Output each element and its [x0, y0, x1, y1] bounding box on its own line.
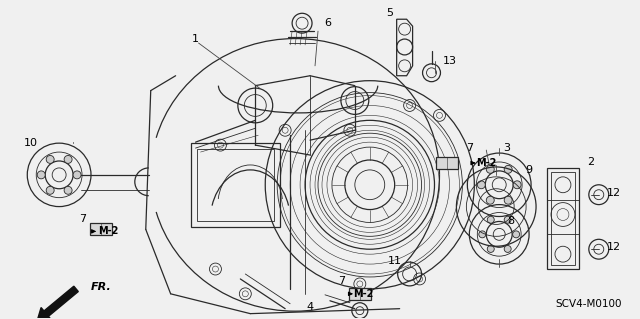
Bar	[196, 149, 274, 221]
Circle shape	[504, 245, 511, 252]
Circle shape	[504, 165, 512, 173]
Bar	[436, 157, 458, 169]
Circle shape	[477, 181, 485, 189]
Text: 13: 13	[442, 56, 456, 66]
Circle shape	[487, 216, 494, 223]
Text: FR.: FR.	[91, 282, 111, 292]
Text: 8: 8	[508, 217, 515, 226]
FancyArrow shape	[37, 286, 78, 319]
Circle shape	[513, 231, 520, 238]
Text: 9: 9	[525, 165, 532, 175]
Text: 6: 6	[324, 18, 332, 28]
Text: M-2: M-2	[353, 289, 373, 299]
Text: M-2: M-2	[98, 226, 118, 236]
Circle shape	[64, 155, 72, 163]
Circle shape	[37, 171, 45, 179]
Text: 12: 12	[607, 188, 621, 198]
Circle shape	[486, 165, 494, 173]
Text: 7: 7	[339, 276, 346, 286]
Bar	[349, 288, 371, 300]
Circle shape	[479, 231, 486, 238]
Circle shape	[64, 186, 72, 194]
Circle shape	[486, 196, 494, 204]
Circle shape	[513, 181, 521, 189]
Text: SCV4-M0100: SCV4-M0100	[556, 299, 622, 309]
Bar	[90, 223, 112, 235]
Circle shape	[487, 245, 494, 252]
Text: 5: 5	[386, 8, 393, 18]
Text: 7: 7	[79, 214, 86, 225]
Text: 3: 3	[502, 143, 509, 153]
Text: 7: 7	[466, 143, 473, 153]
Text: M-2: M-2	[476, 158, 497, 168]
Text: 12: 12	[607, 242, 621, 252]
Text: 10: 10	[24, 138, 38, 148]
Circle shape	[504, 196, 512, 204]
Text: 11: 11	[388, 256, 402, 266]
Circle shape	[504, 216, 511, 223]
Text: 4: 4	[307, 302, 314, 312]
Bar	[191, 143, 280, 227]
Text: 1: 1	[192, 34, 199, 44]
Circle shape	[73, 171, 81, 179]
Text: 2: 2	[588, 157, 595, 167]
Circle shape	[46, 155, 54, 163]
Circle shape	[46, 186, 54, 194]
